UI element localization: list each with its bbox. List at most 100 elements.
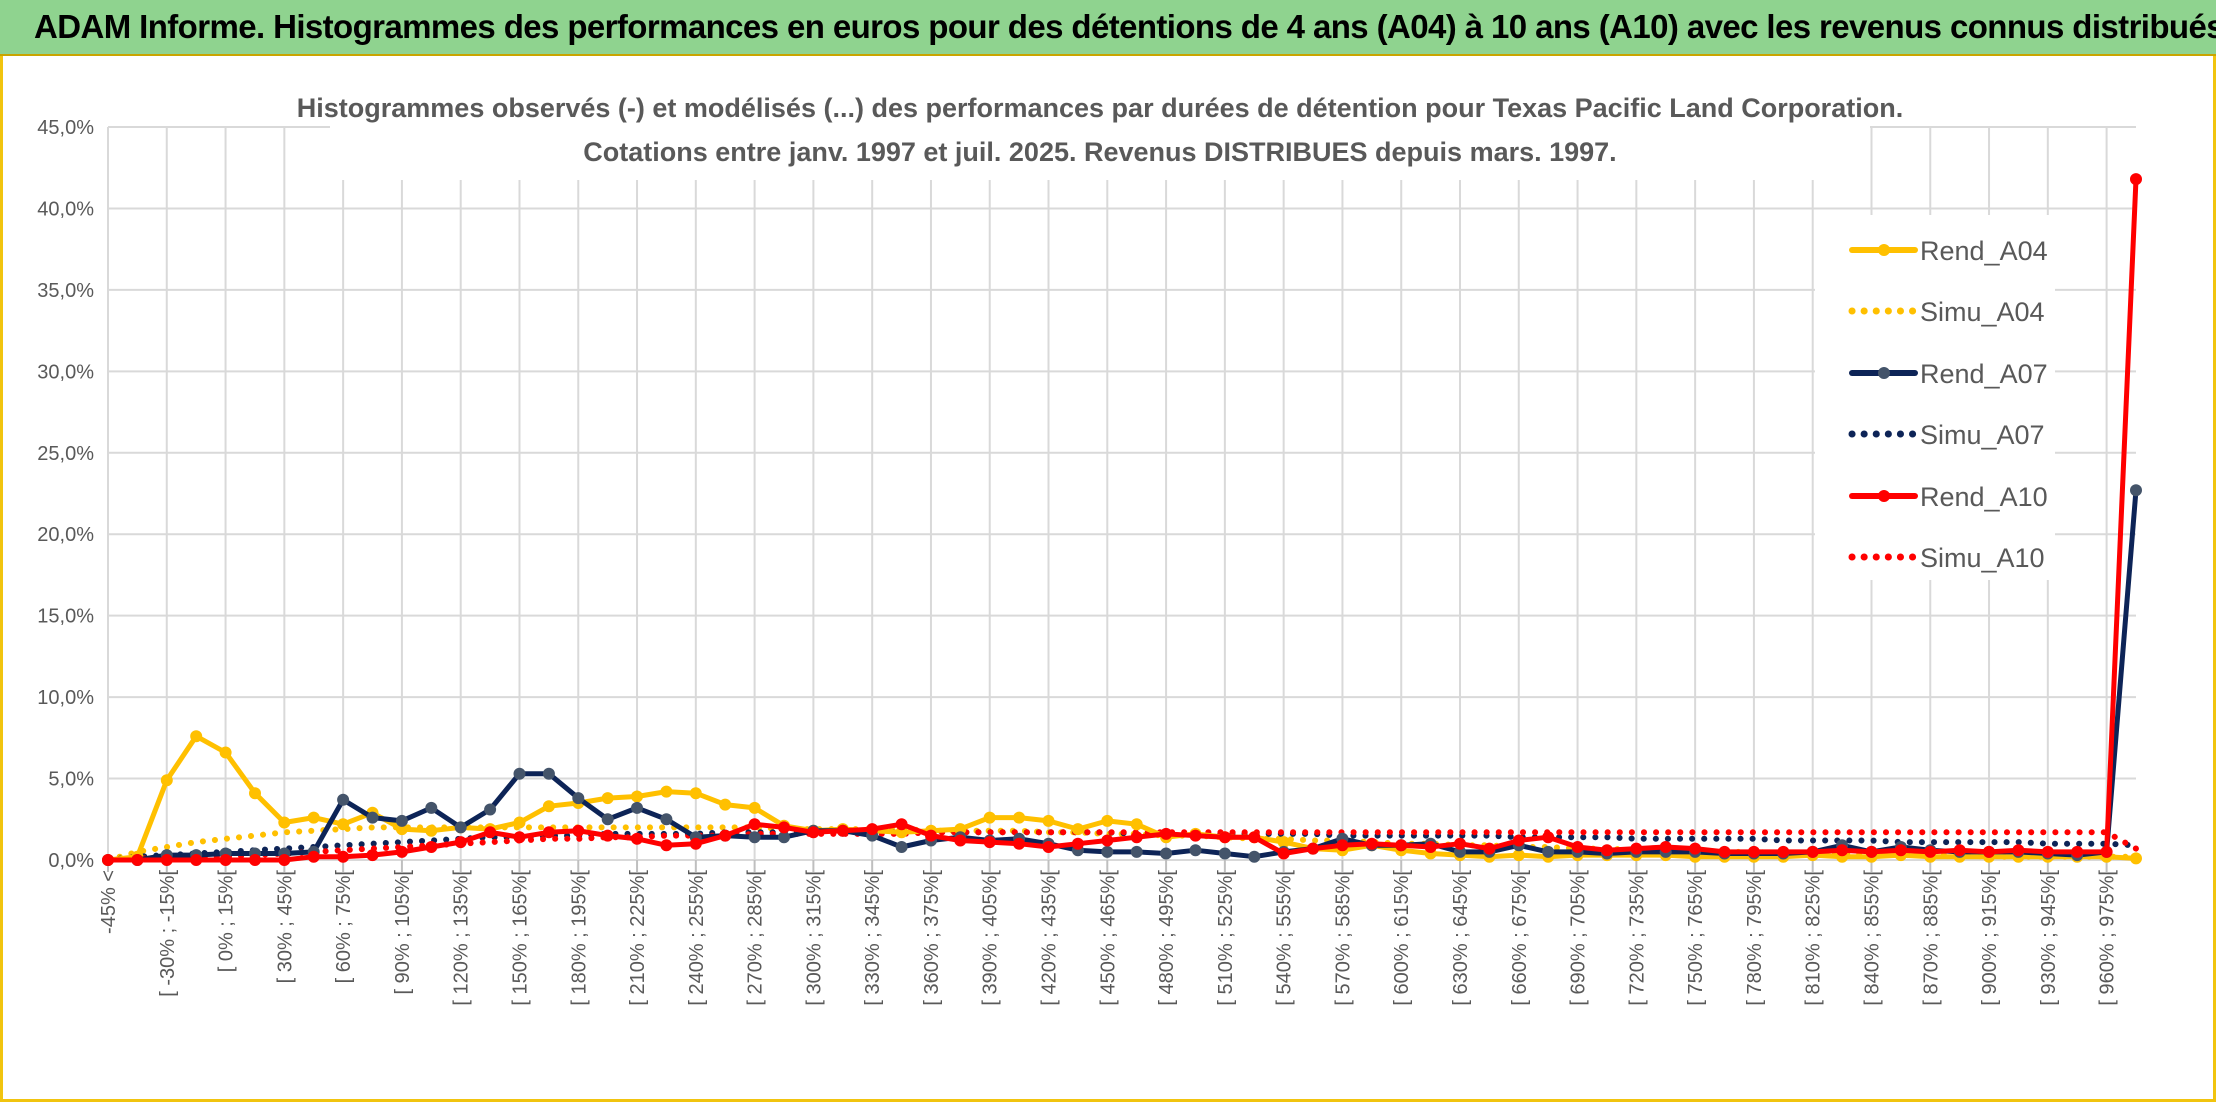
chart-title: Histogrammes observés (-) et modélisés (… xyxy=(297,93,1903,123)
data-point-rend_a10 xyxy=(1659,841,1672,853)
data-point-rend_a07 xyxy=(484,803,497,816)
x-tick-label: [ 150% ; 165%[ xyxy=(509,870,531,1006)
data-point-rend_a10 xyxy=(219,854,232,866)
data-point-rend_a04 xyxy=(513,816,526,829)
data-point-rend_a10 xyxy=(719,829,732,842)
x-tick-label: [ 60% ; 75%[ xyxy=(333,870,355,984)
legend-label-simu_a04: Simu_A04 xyxy=(1920,297,2045,327)
data-point-rend_a10 xyxy=(307,850,320,863)
data-point-rend_a10 xyxy=(1160,827,1173,840)
y-axis-ticks: 0,0% 5,0% 10,0% 15,0% 20,0% 25,0% 30,0% 35,0% 40… xyxy=(37,117,94,872)
data-point-rend_a07 xyxy=(660,813,673,826)
data-point-rend_a07 xyxy=(895,841,908,853)
x-tick-label: [ 360% ; 375%[ xyxy=(921,870,943,1006)
x-tick-label: [ 900% ; 915%[ xyxy=(1979,870,2001,1006)
data-point-rend_a10 xyxy=(2012,844,2025,857)
y-tick-label: 0,0% xyxy=(48,850,94,872)
y-tick-label: 5,0% xyxy=(48,769,94,791)
data-point-rend_a07 xyxy=(1101,845,1114,858)
data-point-rend_a10 xyxy=(249,854,261,866)
data-point-rend_a10 xyxy=(131,854,144,866)
data-point-rend_a07 xyxy=(454,821,467,834)
x-tick-label: [ 30% ; 45%[ xyxy=(274,870,296,984)
data-point-rend_a10 xyxy=(1483,842,1496,855)
y-tick-label: 20,0% xyxy=(37,524,94,546)
series-line-rend_a04 xyxy=(105,733,2139,863)
data-point-rend_a10 xyxy=(1277,847,1290,860)
legend-label-simu_a07: Simu_A07 xyxy=(1920,420,2045,450)
data-point-rend_a10 xyxy=(454,836,467,849)
data-point-rend_a07 xyxy=(1218,847,1231,860)
data-point-rend_a10 xyxy=(1571,841,1584,853)
data-point-rend_a10 xyxy=(660,839,673,852)
x-tick-label: [ 840% ; 855%[ xyxy=(1861,870,1883,1006)
data-point-rend_a10 xyxy=(601,829,614,842)
data-point-rend_a10 xyxy=(1130,831,1143,844)
data-point-rend_a10 xyxy=(1248,831,1261,844)
data-point-rend_a10 xyxy=(1013,837,1026,850)
data-point-rend_a10 xyxy=(484,826,497,839)
legend-background xyxy=(1815,215,2055,580)
data-point-rend_a10 xyxy=(1865,845,1878,858)
data-point-rend_a10 xyxy=(1953,844,1966,857)
data-point-rend_a04 xyxy=(190,730,203,743)
x-tick-label: [ 810% ; 825%[ xyxy=(1803,870,1825,1006)
x-tick-label: [ 600% ; 615%[ xyxy=(1391,870,1413,1006)
x-tick-label: [ 480% ; 495%[ xyxy=(1156,870,1178,1006)
data-point-rend_a04 xyxy=(160,774,173,787)
x-tick-label: -45% < xyxy=(98,870,120,934)
chart-grid xyxy=(107,126,2136,872)
data-point-rend_a10 xyxy=(1718,845,1731,858)
data-point-rend_a10 xyxy=(1894,844,1907,857)
y-tick-label: 30,0% xyxy=(37,361,94,383)
data-point-rend_a10 xyxy=(337,850,350,863)
data-point-rend_a04 xyxy=(2130,852,2142,865)
data-point-rend_a04 xyxy=(307,811,320,824)
y-tick-label: 45,0% xyxy=(37,117,94,139)
data-point-rend_a07 xyxy=(1130,845,1143,858)
y-tick-label: 15,0% xyxy=(37,606,94,628)
data-point-rend_a10 xyxy=(1689,842,1702,855)
legend-label-rend_a04: Rend_A04 xyxy=(1920,236,2048,266)
data-point-rend_a07 xyxy=(1189,844,1202,857)
data-point-rend_a10 xyxy=(1218,831,1231,844)
data-point-rend_a04 xyxy=(219,746,232,759)
data-point-rend_a04 xyxy=(1071,823,1084,836)
data-point-rend_a07 xyxy=(513,767,526,780)
data-point-rend_a10 xyxy=(1806,845,1819,858)
x-tick-label: [ 180% ; 195%[ xyxy=(568,870,590,1006)
data-point-rend_a10 xyxy=(572,824,585,837)
data-point-rend_a04 xyxy=(631,790,643,803)
data-point-rend_a10 xyxy=(2071,845,2084,858)
data-point-rend_a10 xyxy=(190,854,203,866)
data-point-rend_a07 xyxy=(1160,847,1173,860)
page-title: ADAM Informe. Histogrammes des performan… xyxy=(34,8,2216,45)
data-point-rend_a07 xyxy=(337,793,350,806)
x-tick-label: [ 240% ; 255%[ xyxy=(686,870,708,1006)
title-background xyxy=(330,84,1870,180)
chart-series xyxy=(102,173,2142,866)
data-point-rend_a10 xyxy=(1189,829,1202,842)
data-point-rend_a04 xyxy=(1101,814,1114,827)
data-point-rend_a10 xyxy=(866,823,879,836)
data-point-rend_a10 xyxy=(836,824,849,837)
y-tick-label: 10,0% xyxy=(37,687,94,709)
data-point-rend_a04 xyxy=(542,800,555,813)
x-tick-label: [ 720% ; 735%[ xyxy=(1626,870,1648,1006)
legend-marker xyxy=(1878,490,1890,502)
data-point-rend_a04 xyxy=(278,816,291,829)
x-tick-label: [ 960% ; 975%[ xyxy=(2097,870,2119,1006)
x-tick-label: [ 0% ; 15%[ xyxy=(216,870,238,973)
header-bar: ADAM Informe. Histogrammes des performan… xyxy=(0,0,2216,56)
data-point-rend_a10 xyxy=(1365,837,1378,850)
x-tick-label: [ 300% ; 315%[ xyxy=(803,870,825,1006)
x-tick-label: [ 780% ; 795%[ xyxy=(1744,870,1766,1006)
x-tick-label: [ 570% ; 585%[ xyxy=(1332,870,1354,1006)
data-point-rend_a10 xyxy=(631,832,643,845)
series-line-rend_a10 xyxy=(105,176,2139,863)
x-tick-label: [ 540% ; 555%[ xyxy=(1274,870,1296,1006)
data-point-rend_a10 xyxy=(1336,839,1349,852)
data-point-rend_a10 xyxy=(1747,845,1760,858)
data-point-rend_a07 xyxy=(425,801,438,814)
data-point-rend_a10 xyxy=(954,834,967,847)
